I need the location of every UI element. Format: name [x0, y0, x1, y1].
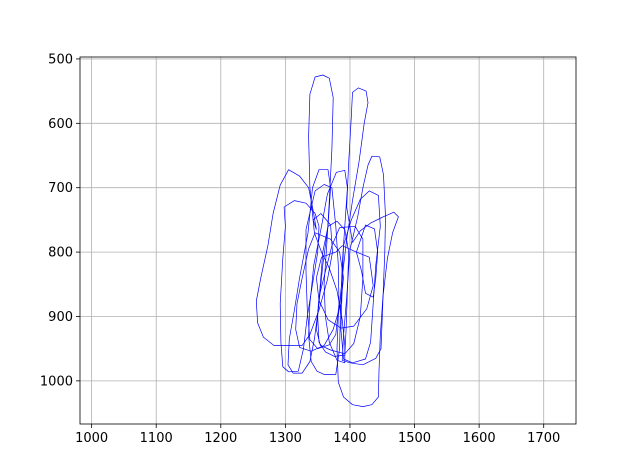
- x-tick-label: 1300: [269, 431, 302, 446]
- x-tick-label: 1100: [140, 431, 173, 446]
- x-tick-label: 1500: [398, 431, 431, 446]
- traces: [255, 74, 399, 407]
- y-tick-label: 800: [48, 246, 73, 261]
- y-tick-label: 600: [48, 117, 73, 132]
- x-tick-label: 1600: [463, 431, 496, 446]
- series-line-11: [279, 200, 320, 373]
- grid: [80, 57, 576, 424]
- y-axis: 500 600 700 800 900 1000: [40, 52, 80, 389]
- series-line-4: [308, 169, 348, 375]
- y-tick-label: 900: [48, 310, 73, 325]
- series-line-2: [336, 87, 399, 407]
- series-line-3: [255, 169, 333, 346]
- x-tick-label: 1700: [527, 431, 560, 446]
- series-line-6: [340, 190, 381, 364]
- plot-frame: [79, 56, 577, 425]
- x-tick-label: 1000: [75, 431, 108, 446]
- y-tick-label: 500: [48, 52, 73, 67]
- series-line-5: [341, 155, 386, 366]
- series-line-14: [295, 232, 344, 352]
- x-tick-label: 1400: [333, 431, 366, 446]
- series-line-12: [287, 169, 331, 374]
- y-tick-label: 1000: [40, 374, 73, 389]
- series-line-7: [356, 224, 379, 298]
- x-tick-label: 1200: [204, 431, 237, 446]
- series-line-13: [317, 220, 350, 357]
- x-axis: 1000 1100 1200 1300 1400 1500 1600 1700: [75, 424, 560, 446]
- series-line-8: [316, 245, 374, 329]
- y-tick-label: 700: [48, 181, 73, 196]
